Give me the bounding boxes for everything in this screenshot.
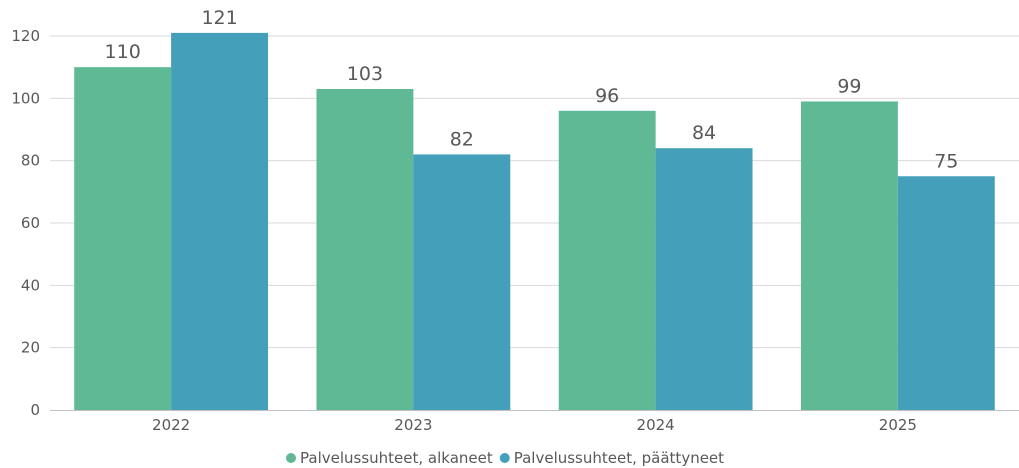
y-tick-label: 120 [11, 27, 40, 45]
y-tick-label: 60 [21, 214, 40, 232]
x-tick-label: 2024 [637, 416, 675, 434]
legend-item: Palvelussuhteet, päättyneet [499, 449, 724, 467]
bar-2025-series-1 [800, 101, 898, 410]
bars [74, 32, 995, 411]
x-tick-label: 2023 [394, 416, 432, 434]
legend-marker [286, 453, 296, 463]
legend: Palvelussuhteet, alkaneet Palvelussuhteet… [286, 449, 724, 467]
y-tick-label: 80 [21, 152, 40, 170]
bar-2022-series-2 [171, 32, 269, 411]
data-label: 82 [450, 128, 474, 150]
bar-2022-series-1 [74, 67, 172, 411]
legend-label: Palvelussuhteet, päättyneet [514, 449, 724, 467]
y-tick-label: 20 [21, 339, 40, 357]
x-tick-label: 2022 [152, 416, 190, 434]
y-tick-label: 0 [30, 401, 40, 419]
data-label: 103 [347, 63, 383, 85]
data-labels: 110 103 96 99 121 82 84 75 [105, 7, 959, 172]
data-label: 110 [105, 41, 141, 63]
y-tick-label: 40 [21, 276, 40, 294]
bar-2024-series-1 [558, 110, 656, 411]
bar-2025-series-2 [897, 176, 995, 410]
y-tick-label: 100 [11, 89, 40, 107]
data-label: 84 [692, 122, 716, 144]
bar-2023-series-2 [413, 154, 511, 410]
data-label: 99 [837, 75, 861, 97]
bar-2024-series-2 [655, 148, 753, 410]
legend-label: Palvelussuhteet, alkaneet [300, 449, 493, 467]
y-axis: 0 20 40 60 80 100 120 [11, 27, 40, 419]
x-tick-label: 2025 [879, 416, 917, 434]
legend-item: Palvelussuhteet, alkaneet [286, 449, 493, 467]
data-label: 75 [934, 150, 958, 172]
bar-2023-series-1 [316, 88, 414, 410]
x-axis: 2022 2023 2024 2025 [50, 410, 1019, 434]
legend-marker [499, 453, 510, 463]
data-label: 96 [595, 85, 619, 107]
data-label: 121 [201, 7, 237, 29]
